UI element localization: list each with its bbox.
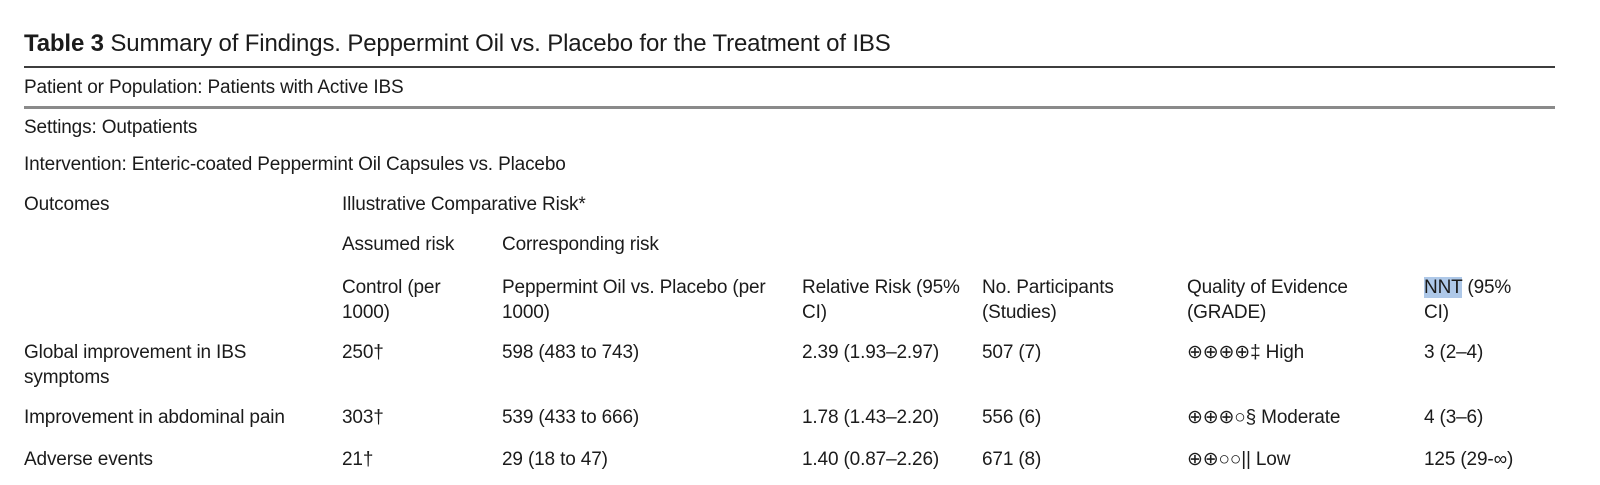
- table-caption: Summary of Findings. Peppermint Oil vs. …: [110, 30, 891, 57]
- cell-participants: 556 (6): [982, 407, 1042, 428]
- nnt-ci-text: (95% CI): [1424, 277, 1512, 323]
- cell-quality-grade: ⊕⊕⊕⊕‡ High: [1187, 342, 1305, 363]
- intervention-row: Intervention: Enteric-coated Peppermint …: [24, 154, 566, 175]
- col-header-corresponding-risk: Corresponding risk: [502, 234, 659, 255]
- cell-corresponding-risk: 539 (433 to 666): [502, 407, 640, 428]
- population-rule: [24, 106, 1555, 109]
- cell-assumed-risk: 303†: [342, 407, 384, 428]
- cell-corresponding-risk: 598 (483 to 743): [502, 342, 640, 363]
- cell-participants: 671 (8): [982, 449, 1042, 470]
- cell-corresponding-risk: 29 (18 to 47): [502, 449, 608, 470]
- col-header-nnt: NNT (95% CI): [1424, 275, 1555, 325]
- settings-row: Settings: Outpatients: [24, 117, 198, 138]
- table-title: Table 3 Summary of Findings. Peppermint …: [24, 30, 1579, 58]
- header-row-columns: Control (per 1000) Peppermint Oil vs. Pl…: [24, 275, 1579, 325]
- cell-assumed-risk: 21†: [342, 449, 374, 470]
- cell-relative-risk: 1.78 (1.43–2.20): [802, 407, 940, 428]
- col-header-peppermint: Peppermint Oil vs. Placebo (per 1000): [502, 277, 766, 323]
- col-header-outcomes: Outcomes: [24, 194, 110, 215]
- cell-assumed-risk: 250†: [342, 342, 384, 363]
- cell-outcome: Adverse events: [24, 449, 153, 470]
- header-row-risk-types: Assumed risk Corresponding risk: [24, 235, 1579, 255]
- summary-of-findings-table: Table 3 Summary of Findings. Peppermint …: [24, 30, 1579, 472]
- col-header-assumed-risk: Assumed risk: [342, 234, 455, 255]
- cell-quality-grade: ⊕⊕○○|| Low: [1187, 449, 1291, 470]
- table-number-label: Table 3: [24, 30, 104, 57]
- table-row: Improvement in abdominal pain 303† 539 (…: [24, 405, 1579, 430]
- patient-population-row: Patient or Population: Patients with Act…: [24, 77, 404, 98]
- cell-quality-grade: ⊕⊕⊕○§ Moderate: [1187, 407, 1341, 428]
- col-header-quality: Quality of Evidence (GRADE): [1187, 277, 1348, 323]
- col-header-illustrative-risk: Illustrative Comparative Risk*: [342, 194, 586, 215]
- cell-outcome: Global improvement in IBS symptoms: [24, 342, 247, 388]
- cell-outcome: Improvement in abdominal pain: [24, 407, 285, 428]
- title-rule: [24, 66, 1555, 68]
- table-row: Global improvement in IBS symptoms 250† …: [24, 340, 1579, 390]
- cell-nnt: 3 (2–4): [1424, 342, 1484, 363]
- cell-nnt: 4 (3–6): [1424, 407, 1484, 428]
- col-header-relative-risk: Relative Risk (95% CI): [802, 277, 960, 323]
- cell-nnt: 125 (29-∞): [1424, 449, 1514, 470]
- col-header-control: Control (per 1000): [342, 277, 441, 323]
- nnt-highlighted-text: NNT: [1424, 277, 1463, 298]
- col-header-participants: No. Participants (Studies): [982, 277, 1114, 323]
- cell-relative-risk: 2.39 (1.93–2.97): [802, 342, 940, 363]
- table-row: Adverse events 21† 29 (18 to 47) 1.40 (0…: [24, 447, 1579, 472]
- cell-relative-risk: 1.40 (0.87–2.26): [802, 449, 940, 470]
- cell-participants: 507 (7): [982, 342, 1042, 363]
- header-row-group: Outcomes Illustrative Comparative Risk*: [24, 195, 1579, 215]
